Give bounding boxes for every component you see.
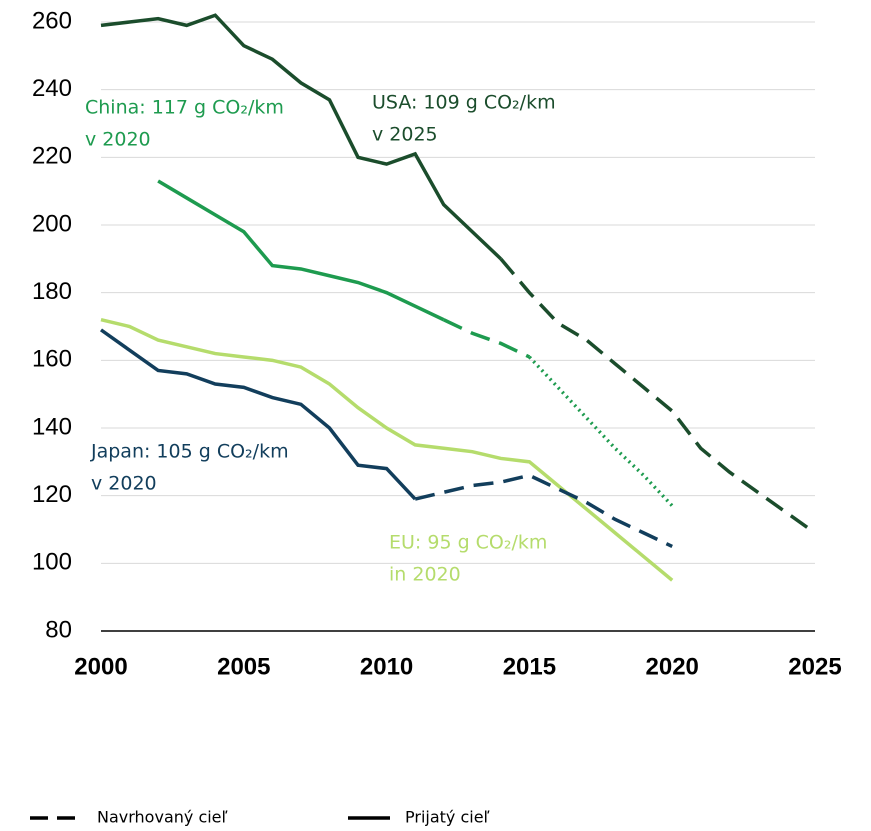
x-tick-label: 2010	[360, 653, 413, 680]
legend-label: Navrhovaný cieľ	[97, 808, 228, 827]
y-tick-label: 180	[32, 278, 72, 305]
annotation: EU: 95 g CO₂/km	[389, 532, 547, 554]
y-tick-label: 120	[32, 481, 72, 508]
x-tick-label: 2015	[503, 653, 556, 680]
annotation: China: 117 g CO₂/km	[85, 97, 284, 119]
series-line	[499, 257, 817, 535]
y-tick-label: 160	[32, 346, 72, 373]
y-tick-label: 220	[32, 143, 72, 170]
series-line	[100, 13, 503, 261]
series-line	[157, 179, 445, 322]
annotation: Japan: 105 g CO₂/km	[90, 441, 289, 463]
legend-label: Prijatý cieľ	[405, 808, 490, 827]
y-tick-label: 140	[32, 413, 72, 440]
series-line	[414, 473, 673, 548]
x-tick-label: 2000	[74, 653, 127, 680]
series-line	[100, 318, 674, 582]
annotation: USA: 109 g CO₂/km	[372, 92, 556, 114]
y-tick-label: 100	[32, 549, 72, 576]
series-line	[99, 328, 417, 501]
annotation: v 2025	[372, 124, 438, 146]
x-tick-label: 2005	[217, 653, 270, 680]
series-line	[528, 355, 674, 508]
y-tick-label: 80	[45, 616, 72, 643]
annotation: in 2020	[389, 564, 461, 586]
annotation: v 2020	[91, 473, 157, 495]
y-tick-label: 200	[32, 210, 72, 237]
x-tick-label: 2025	[788, 653, 841, 680]
series-line	[442, 318, 531, 359]
y-tick-label: 260	[32, 7, 72, 34]
annotation: v 2020	[85, 129, 151, 151]
x-tick-label: 2020	[646, 653, 699, 680]
y-tick-label: 240	[32, 75, 72, 102]
